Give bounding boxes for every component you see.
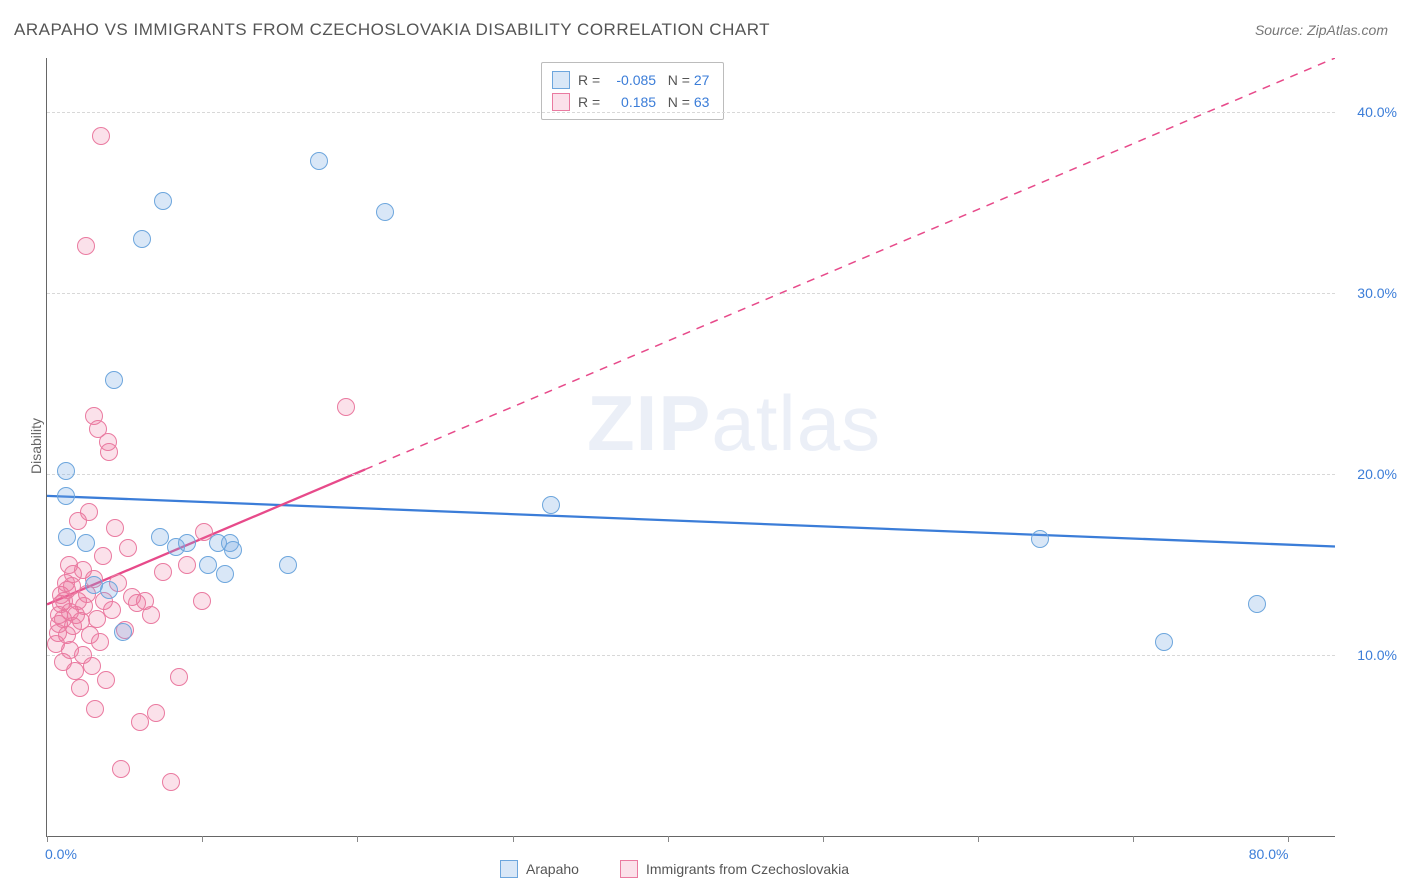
data-point <box>100 581 118 599</box>
data-point <box>57 462 75 480</box>
data-point <box>57 487 75 505</box>
gridline <box>47 293 1335 294</box>
gridline <box>47 474 1335 475</box>
regression-lines-layer <box>47 58 1335 836</box>
data-point <box>376 203 394 221</box>
data-point <box>91 633 109 651</box>
data-point <box>106 519 124 537</box>
watermark-logo: ZIPatlas <box>587 378 881 469</box>
chart-title: ARAPAHO VS IMMIGRANTS FROM CZECHOSLOVAKI… <box>14 20 770 40</box>
data-point <box>310 152 328 170</box>
data-point <box>178 534 196 552</box>
data-point <box>94 547 112 565</box>
data-point <box>147 704 165 722</box>
regression-line-dashed <box>365 58 1335 469</box>
x-tick-label: 80.0% <box>1249 846 1289 862</box>
legend-stats: R = -0.085 N = 27 <box>578 72 709 88</box>
legend-label-arapaho: Arapaho <box>526 861 579 877</box>
data-point <box>154 192 172 210</box>
source-attribution: Source: ZipAtlas.com <box>1255 22 1388 38</box>
legend-stats: R = 0.185 N = 63 <box>578 94 709 110</box>
data-point <box>216 565 234 583</box>
data-point <box>542 496 560 514</box>
plot-area: ZIPatlas R = -0.085 N = 27 R = 0.185 N = … <box>46 58 1335 837</box>
legend-label-czech: Immigrants from Czechoslovakia <box>646 861 849 877</box>
legend-row: R = 0.185 N = 63 <box>552 91 709 113</box>
data-point <box>178 556 196 574</box>
x-tick <box>1133 836 1134 842</box>
data-point <box>162 773 180 791</box>
legend-row: R = -0.085 N = 27 <box>552 69 709 91</box>
data-point <box>80 503 98 521</box>
y-tick-label: 30.0% <box>1357 285 1397 301</box>
x-tick <box>668 836 669 842</box>
y-tick-label: 40.0% <box>1357 104 1397 120</box>
data-point <box>112 760 130 778</box>
legend-swatch <box>552 71 570 89</box>
data-point <box>100 443 118 461</box>
legend-swatch-arapaho <box>500 860 518 878</box>
x-tick <box>202 836 203 842</box>
data-point <box>1031 530 1049 548</box>
source-prefix: Source: <box>1255 22 1307 38</box>
legend-series-czech: Immigrants from Czechoslovakia <box>620 860 849 878</box>
data-point <box>92 127 110 145</box>
regression-line <box>47 496 1335 547</box>
gridline <box>47 655 1335 656</box>
data-point <box>224 541 242 559</box>
data-point <box>58 528 76 546</box>
data-point <box>193 592 211 610</box>
legend-swatch <box>552 93 570 111</box>
y-axis-label: Disability <box>28 418 44 474</box>
x-tick <box>823 836 824 842</box>
x-tick <box>513 836 514 842</box>
x-tick <box>1288 836 1289 842</box>
data-point <box>133 230 151 248</box>
legend-swatch-czech <box>620 860 638 878</box>
data-point <box>77 237 95 255</box>
data-point <box>66 662 84 680</box>
data-point <box>71 679 89 697</box>
data-point <box>97 671 115 689</box>
watermark-bold: ZIP <box>587 379 711 467</box>
data-point <box>337 398 355 416</box>
data-point <box>103 601 121 619</box>
chart-container: ARAPAHO VS IMMIGRANTS FROM CZECHOSLOVAKI… <box>0 0 1406 892</box>
watermark-rest: atlas <box>711 379 881 467</box>
y-tick-label: 20.0% <box>1357 466 1397 482</box>
data-point <box>1248 595 1266 613</box>
legend-series-arapaho: Arapaho <box>500 860 579 878</box>
data-point <box>114 623 132 641</box>
x-tick <box>357 836 358 842</box>
source-link[interactable]: ZipAtlas.com <box>1307 22 1388 38</box>
data-point <box>1155 633 1173 651</box>
data-point <box>142 606 160 624</box>
x-tick <box>978 836 979 842</box>
data-point <box>83 657 101 675</box>
data-point <box>154 563 172 581</box>
gridline <box>47 112 1335 113</box>
data-point <box>77 534 95 552</box>
x-tick-label: 0.0% <box>45 846 77 862</box>
data-point <box>119 539 137 557</box>
data-point <box>170 668 188 686</box>
data-point <box>105 371 123 389</box>
data-point <box>86 700 104 718</box>
data-point <box>199 556 217 574</box>
data-point <box>279 556 297 574</box>
y-tick-label: 10.0% <box>1357 647 1397 663</box>
x-tick <box>47 836 48 842</box>
